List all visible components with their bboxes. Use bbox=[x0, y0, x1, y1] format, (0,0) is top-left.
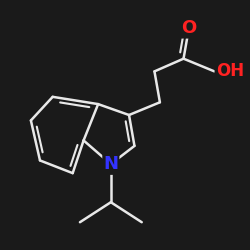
Text: OH: OH bbox=[216, 62, 244, 80]
Text: OH: OH bbox=[216, 62, 242, 80]
Text: O: O bbox=[182, 19, 196, 37]
Text: N: N bbox=[104, 155, 118, 173]
Text: O: O bbox=[181, 19, 196, 37]
Text: N: N bbox=[103, 155, 118, 173]
